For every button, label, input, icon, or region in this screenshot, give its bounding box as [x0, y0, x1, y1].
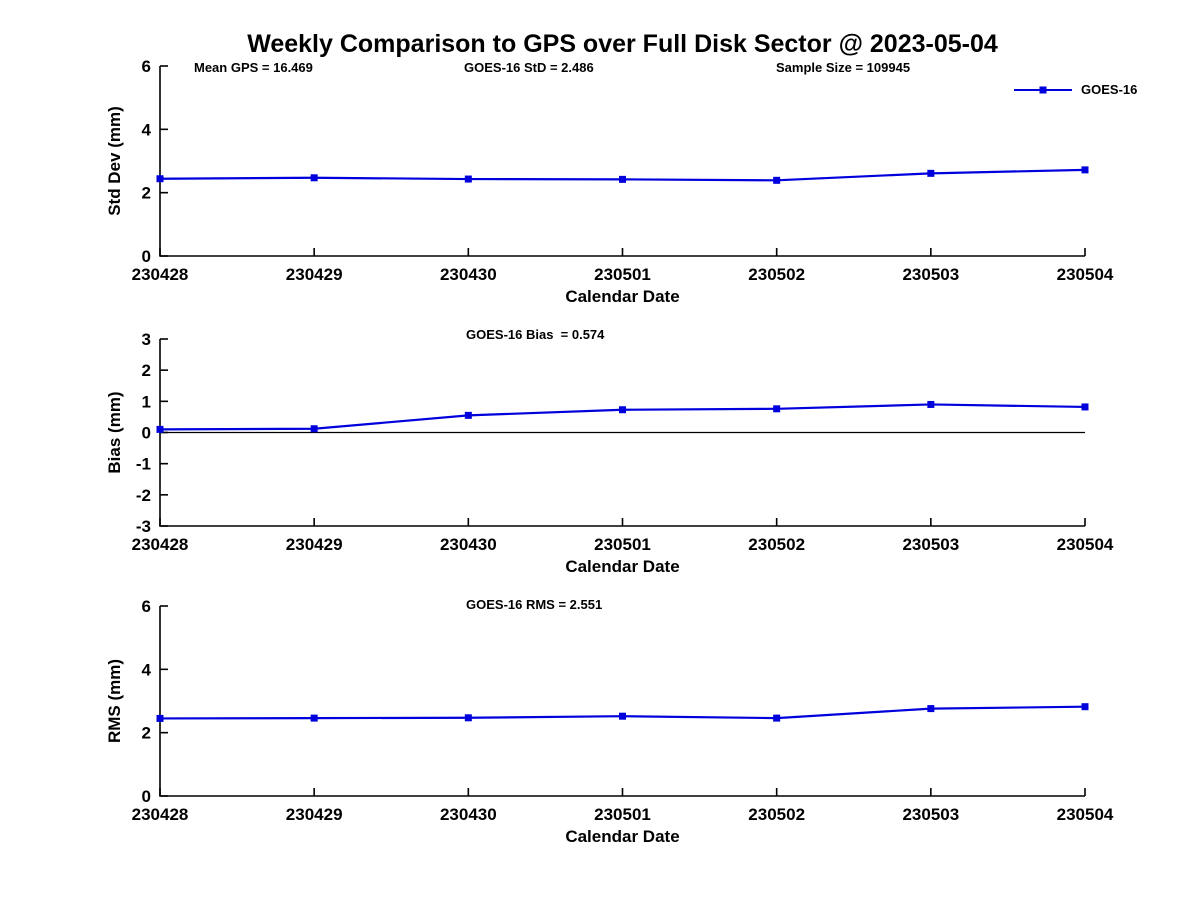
x-axis-label: Calendar Date — [565, 827, 679, 846]
data-point-marker — [927, 169, 935, 177]
subplot-0 — [156, 65, 1089, 257]
x-tick-label: 230503 — [902, 265, 959, 284]
y-tick-label: 6 — [142, 57, 151, 76]
data-point-marker — [464, 175, 472, 183]
annotation-goes16-std: GOES-16 StD = 2.486 — [464, 60, 594, 75]
data-point-marker — [464, 714, 472, 722]
y-tick-label: 6 — [142, 597, 151, 616]
data-point-marker — [464, 411, 472, 419]
y-tick-label: 2 — [142, 184, 151, 203]
x-tick-label: 230502 — [748, 535, 805, 554]
y-tick-label: -3 — [136, 517, 151, 536]
data-point-marker — [156, 714, 164, 722]
subplot-1 — [156, 338, 1089, 527]
y-tick-label: 0 — [142, 424, 151, 443]
annotation-goes16-rms: GOES-16 RMS = 2.551 — [466, 597, 603, 612]
x-tick-label: 230504 — [1057, 265, 1114, 284]
y-tick-label: 1 — [142, 392, 151, 411]
y-tick-label: 2 — [142, 361, 151, 380]
data-point-marker — [927, 705, 935, 713]
y-tick-label: 4 — [142, 120, 152, 139]
annotation-sample-size: Sample Size = 109945 — [776, 60, 911, 75]
x-tick-label: 230429 — [286, 265, 343, 284]
x-tick-label: 230502 — [748, 805, 805, 824]
data-point-marker — [1081, 403, 1089, 411]
x-tick-label: 230503 — [902, 535, 959, 554]
data-point-marker — [773, 405, 781, 413]
annotation-goes16-bias: GOES-16 Bias = 0.574 — [466, 327, 605, 342]
x-tick-label: 230503 — [902, 805, 959, 824]
legend: GOES-16 — [1014, 82, 1137, 97]
data-point-marker — [619, 175, 626, 183]
x-tick-label: 230502 — [748, 265, 805, 284]
y-tick-label: -2 — [136, 486, 151, 505]
y-tick-label: -1 — [136, 455, 151, 474]
x-tick-label: 230429 — [286, 535, 343, 554]
x-tick-label: 230430 — [440, 535, 497, 554]
data-point-marker — [619, 712, 626, 720]
x-axis-label: Calendar Date — [565, 287, 679, 306]
x-tick-label: 230430 — [440, 265, 497, 284]
annotation-mean-gps: Mean GPS = 16.469 — [194, 60, 313, 75]
y-axis-label: Bias (mm) — [105, 391, 124, 473]
data-point-marker — [773, 714, 781, 722]
y-tick-label: 0 — [142, 787, 151, 806]
data-point-marker — [1081, 166, 1089, 174]
x-axis-label: Calendar Date — [565, 557, 679, 576]
data-point-marker — [156, 175, 164, 183]
legend-line-marker-icon — [1014, 86, 1072, 93]
x-tick-label: 230428 — [132, 805, 189, 824]
y-axis-label: RMS (mm) — [105, 659, 124, 743]
figure-title: Weekly Comparison to GPS over Full Disk … — [247, 30, 998, 58]
y-tick-label: 4 — [142, 660, 152, 679]
y-axis-label: Std Dev (mm) — [105, 106, 124, 216]
x-tick-label: 230504 — [1057, 805, 1114, 824]
x-tick-label: 230504 — [1057, 535, 1114, 554]
x-tick-label: 230501 — [594, 805, 651, 824]
data-point-marker — [310, 174, 318, 182]
x-tick-label: 230428 — [132, 265, 189, 284]
data-point-marker — [927, 400, 935, 408]
y-tick-label: 0 — [142, 247, 151, 266]
x-tick-label: 230501 — [594, 265, 651, 284]
x-tick-label: 230430 — [440, 805, 497, 824]
x-tick-label: 230429 — [286, 805, 343, 824]
legend-label: GOES-16 — [1081, 82, 1138, 97]
data-point-marker — [310, 425, 318, 433]
y-tick-label: 2 — [142, 724, 151, 743]
data-point-marker — [156, 425, 164, 433]
data-point-marker — [773, 176, 781, 184]
y-tick-label: 3 — [142, 330, 151, 349]
subplot-2 — [156, 605, 1089, 797]
x-tick-label: 230501 — [594, 535, 651, 554]
data-point-marker — [619, 406, 626, 414]
data-point-marker — [310, 714, 318, 722]
x-tick-label: 230428 — [132, 535, 189, 554]
data-point-marker — [1081, 703, 1089, 711]
